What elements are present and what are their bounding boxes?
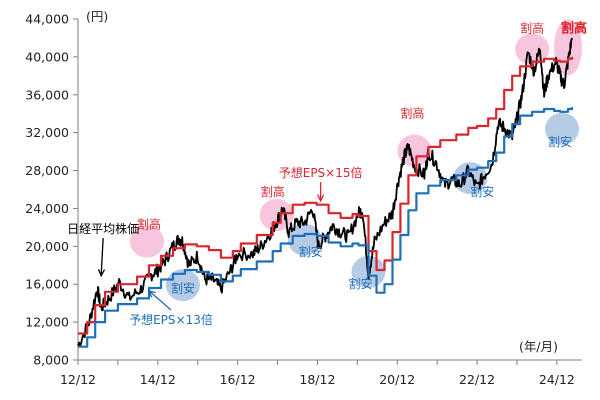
- highlight-expensive: [130, 225, 165, 258]
- y-tick-label: 12,000: [25, 315, 69, 330]
- series-layer: [77, 37, 574, 348]
- annotation-layer: 日経平均株価予想EPS×15倍予想EPS×13倍割高割安割高割安割安割高割安割高…: [67, 20, 587, 327]
- x-tick-label: 22/12: [459, 372, 495, 387]
- annotation-arrowhead: [147, 289, 156, 298]
- highlight-cheap: [287, 223, 322, 256]
- x-tick-label: 16/12: [220, 372, 256, 387]
- highlight-expensive: [397, 134, 432, 167]
- highlight-cheap: [545, 112, 580, 145]
- annotation-arrow: [148, 290, 172, 311]
- y-tick-label: 40,000: [25, 49, 69, 64]
- annotation-arrowhead: [97, 268, 106, 278]
- annotation-label: 割高: [137, 216, 161, 231]
- series-line-1: [78, 56, 574, 335]
- y-tick-label: 8,000: [33, 353, 69, 368]
- y-tick-label: 16,000: [25, 277, 69, 292]
- x-unit-label: (年/月): [519, 339, 558, 354]
- annotation-label: 日経平均株価: [67, 221, 139, 236]
- x-tick-label: 12/12: [60, 372, 96, 387]
- annotation-arrow: [100, 238, 104, 276]
- annotation-label: 割高: [561, 20, 587, 36]
- axis-layer: (円) (年/月) 8,000 12,000 16,000 20,000 24,000 2…: [25, 9, 582, 387]
- y-tick-label: 32,000: [25, 125, 69, 140]
- annotation-label: 割安: [548, 134, 572, 149]
- series-line-2: [78, 107, 574, 348]
- annotation-label: 予想EPS×15倍: [279, 165, 363, 180]
- highlight-expensive: [259, 199, 294, 232]
- x-tick-label: 24/12: [539, 372, 575, 387]
- x-tick-label: 18/12: [299, 372, 335, 387]
- y-tick-label: 20,000: [25, 239, 69, 254]
- annotation-label: 予想EPS×13倍: [129, 312, 213, 327]
- highlight-cheap: [165, 269, 200, 302]
- y-tick-label: 36,000: [25, 87, 69, 102]
- annotation-label: 割安: [299, 244, 323, 259]
- series-line-0: [77, 37, 573, 348]
- annotation-arrowhead: [316, 194, 325, 203]
- y-tick-label: 24,000: [25, 201, 69, 216]
- annotation-label: 割高: [261, 184, 285, 199]
- x-tick-label: 20/12: [379, 372, 415, 387]
- y-tick-label: 44,000: [25, 12, 69, 27]
- annotation-label: 割安: [470, 184, 494, 199]
- y-unit-label: (円): [86, 9, 108, 24]
- annotation-label: 割高: [400, 106, 424, 121]
- annotation-label: 割安: [349, 276, 373, 291]
- y-tick-label: 28,000: [25, 163, 69, 178]
- x-tick-label: 14/12: [140, 372, 176, 387]
- annotation-label: 割安: [171, 281, 195, 296]
- annotation-label: 割高: [520, 20, 544, 35]
